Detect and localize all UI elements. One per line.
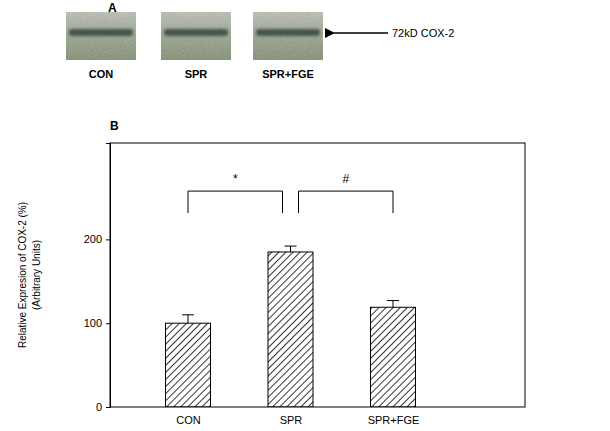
error-cap: [285, 246, 297, 247]
band-label: 72kD COX-2: [392, 27, 454, 39]
y-tick: 200: [84, 233, 110, 245]
blot-lanes: CON SPR SPR+FGE: [66, 12, 323, 80]
y-axis-title: (Arbitrary Units): [31, 240, 42, 310]
error-cap: [182, 314, 194, 315]
y-tick-label: 200: [84, 233, 102, 245]
x-tick-label: SPR+FGE: [368, 414, 420, 426]
plot-marks: [166, 246, 416, 407]
blot-background: [66, 12, 136, 60]
blot-band: [164, 29, 228, 36]
lane-label: SPR: [185, 68, 208, 80]
y-tick: 0: [96, 401, 110, 413]
error-bar: [182, 315, 194, 323]
error-stem: [290, 246, 291, 252]
x-tick: SPR: [280, 414, 303, 426]
x-tick: CON: [176, 414, 201, 426]
lane-label: SPR+FGE: [262, 68, 314, 80]
significance-mark: *: [233, 172, 238, 186]
error-cap: [387, 300, 399, 301]
panel-letter: B: [110, 119, 119, 133]
significance-bracket: [188, 191, 283, 213]
blot-band: [69, 29, 133, 36]
blot-texture: [161, 12, 231, 60]
y-axis-title: Relative Expresion of COX-2 (%): [17, 202, 28, 348]
error-bar: [387, 301, 399, 308]
blot-texture: [253, 12, 323, 60]
x-tick-label: CON: [176, 414, 201, 426]
bar: [166, 323, 211, 407]
y-tick-mark: [106, 239, 110, 240]
bar: [268, 252, 313, 407]
error-stem: [393, 301, 394, 308]
blot-lane: SPR+FGE: [253, 12, 323, 80]
significance-bracket: [299, 191, 394, 213]
y-axis-line: [106, 144, 111, 408]
error-bar: [285, 246, 297, 252]
significance-mark: #: [342, 172, 349, 186]
blot-texture: [66, 12, 136, 60]
band-arrow: [334, 32, 388, 34]
y-tick-mark: [106, 323, 110, 324]
x-tick-label: SPR: [280, 414, 303, 426]
figure: ACONSPRSPR+FGE72kD COX-2B0100200CONSPRSP…: [0, 0, 610, 431]
y-tick: 100: [84, 317, 110, 329]
blot-band: [256, 29, 320, 36]
error-stem: [188, 315, 189, 323]
blot-background: [253, 12, 323, 60]
y-tick-mark: [106, 407, 110, 408]
blot-lane: CON: [66, 12, 136, 80]
y-tick-label: 100: [84, 317, 102, 329]
plot-frame: [110, 143, 525, 407]
lane-label: CON: [89, 68, 114, 80]
y-tick-label: 0: [96, 401, 102, 413]
blot-lane: SPR: [161, 12, 231, 80]
blot-background: [161, 12, 231, 60]
y-axis: 0 100 200: [84, 144, 111, 414]
bar: [371, 307, 416, 407]
x-axis: CON SPR SPR+FGE: [176, 414, 419, 426]
x-tick: SPR+FGE: [368, 414, 420, 426]
